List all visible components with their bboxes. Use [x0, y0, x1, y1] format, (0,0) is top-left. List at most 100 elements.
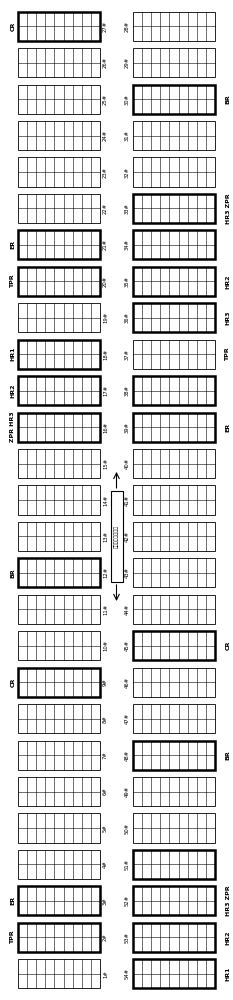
Text: 41#: 41#: [125, 494, 130, 506]
Text: HR2: HR2: [10, 383, 16, 398]
Bar: [133, 48, 215, 77]
Bar: [133, 12, 215, 41]
Bar: [18, 777, 100, 806]
Text: ER: ER: [10, 240, 16, 249]
Text: 4#: 4#: [103, 861, 108, 868]
Text: HR3 ZPR: HR3 ZPR: [226, 886, 230, 916]
Bar: [18, 12, 100, 41]
Text: 22#: 22#: [103, 203, 108, 214]
Bar: [18, 668, 100, 697]
Bar: [133, 303, 215, 332]
Bar: [18, 48, 100, 77]
Bar: [133, 813, 215, 843]
Text: TPR: TPR: [226, 347, 230, 361]
Text: HR2: HR2: [226, 930, 230, 945]
Text: 37#: 37#: [125, 349, 130, 360]
Text: 3#: 3#: [103, 897, 108, 905]
Bar: [133, 631, 215, 660]
Text: 50#: 50#: [125, 822, 130, 834]
Bar: [133, 485, 215, 515]
Text: 53#: 53#: [125, 932, 130, 943]
Text: CR: CR: [10, 22, 16, 31]
Text: 13#: 13#: [103, 531, 108, 542]
Text: 12#: 12#: [103, 567, 108, 578]
Bar: [133, 959, 215, 988]
Bar: [133, 777, 215, 806]
Bar: [18, 340, 100, 369]
Bar: [133, 668, 215, 697]
Bar: [18, 413, 100, 442]
Bar: [18, 85, 100, 114]
Bar: [18, 704, 100, 733]
Text: ER: ER: [10, 896, 16, 905]
Text: 24#: 24#: [103, 130, 108, 141]
Text: 16#: 16#: [103, 422, 108, 433]
Text: HR2: HR2: [226, 274, 230, 289]
Text: 6#: 6#: [103, 788, 108, 795]
Bar: [133, 157, 215, 187]
Bar: [18, 303, 100, 332]
Text: 39#: 39#: [125, 422, 130, 433]
Text: 40#: 40#: [125, 458, 130, 469]
Bar: [18, 194, 100, 223]
Bar: [133, 194, 215, 223]
Bar: [18, 558, 100, 587]
Bar: [133, 595, 215, 624]
Text: 2#: 2#: [103, 933, 108, 941]
Text: HR3: HR3: [226, 311, 230, 325]
Text: 29#: 29#: [125, 57, 130, 68]
Bar: [133, 923, 215, 952]
Text: 25#: 25#: [103, 94, 108, 105]
Text: 9#: 9#: [103, 678, 108, 686]
Text: 11#: 11#: [103, 604, 108, 615]
Text: 20#: 20#: [103, 276, 108, 287]
Bar: [133, 85, 215, 114]
Bar: [18, 741, 100, 770]
Text: 51#: 51#: [125, 859, 130, 870]
Text: HR3 ZPR: HR3 ZPR: [226, 193, 230, 224]
Text: BR: BR: [226, 94, 230, 104]
Text: ER: ER: [226, 423, 230, 432]
Text: 1#: 1#: [103, 970, 108, 978]
Text: HR1: HR1: [10, 347, 16, 361]
Bar: [18, 886, 100, 915]
Text: 5#: 5#: [103, 824, 108, 832]
Text: HR1: HR1: [226, 967, 230, 981]
Text: ZPR HR3: ZPR HR3: [10, 412, 16, 442]
Bar: [18, 959, 100, 988]
Text: 32#: 32#: [125, 166, 130, 178]
Text: 47#: 47#: [125, 713, 130, 724]
Bar: [18, 230, 100, 259]
Text: CR: CR: [226, 641, 230, 650]
Text: TPR: TPR: [10, 931, 16, 944]
Bar: [18, 121, 100, 150]
Bar: [133, 121, 215, 150]
Text: 21#: 21#: [103, 239, 108, 250]
Bar: [18, 449, 100, 478]
Bar: [133, 704, 215, 733]
Text: 23#: 23#: [103, 166, 108, 178]
Bar: [133, 741, 215, 770]
Text: 42#: 42#: [125, 531, 130, 542]
Text: 26#: 26#: [103, 57, 108, 68]
Text: 7#: 7#: [103, 751, 108, 759]
Text: 27#: 27#: [103, 21, 108, 32]
Text: 19#: 19#: [103, 312, 108, 323]
Text: 44#: 44#: [125, 604, 130, 615]
Bar: [18, 267, 100, 296]
Text: CR: CR: [10, 678, 16, 687]
Bar: [133, 558, 215, 587]
Bar: [133, 413, 215, 442]
Bar: [18, 522, 100, 551]
Text: 35#: 35#: [125, 276, 130, 287]
Text: 30#: 30#: [125, 94, 130, 105]
Text: 14#: 14#: [103, 494, 108, 506]
Text: 43#: 43#: [125, 567, 130, 578]
Bar: [133, 230, 215, 259]
Text: 8#: 8#: [103, 715, 108, 723]
Text: 18#: 18#: [103, 349, 108, 360]
Text: 17#: 17#: [103, 385, 108, 396]
Text: BR: BR: [226, 750, 230, 760]
Bar: [133, 340, 215, 369]
Bar: [133, 376, 215, 405]
